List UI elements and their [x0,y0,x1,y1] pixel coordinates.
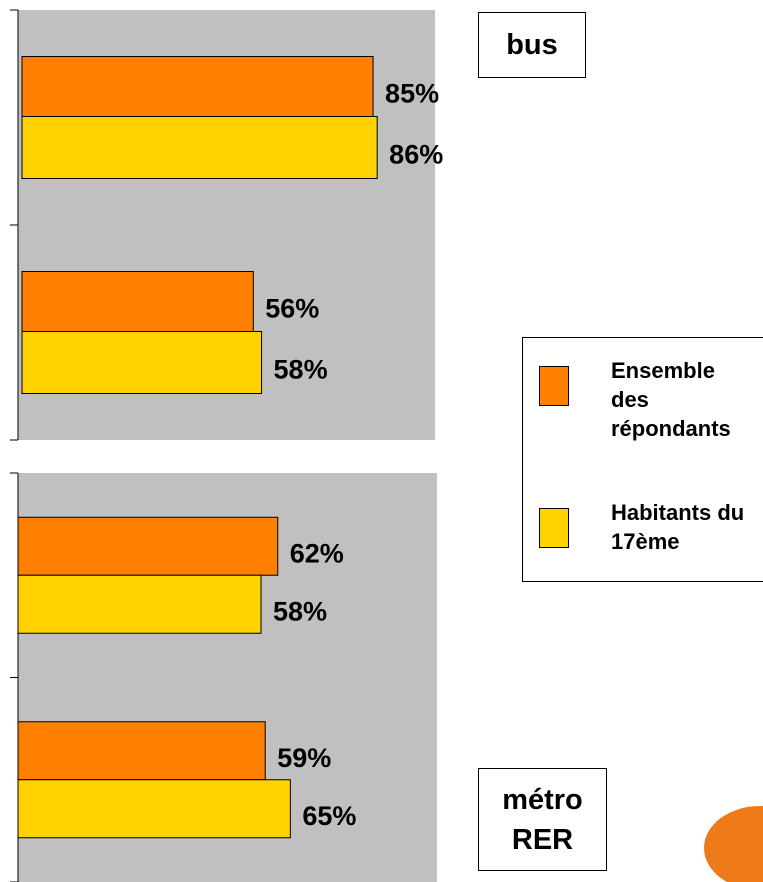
chart-title: métro RER [478,768,607,871]
legend-swatch [539,366,569,406]
decoration [704,806,763,882]
value-label: 65% [302,801,356,831]
value-label: 58% [274,355,328,385]
value-label: 86% [389,140,443,170]
bar [17,779,291,839]
value-label: 62% [290,538,344,568]
value-label: 59% [277,743,331,773]
value-label: 58% [273,596,327,626]
chart-title: bus [478,12,586,78]
bar [21,331,263,394]
bar [17,516,279,576]
value-label: 85% [385,79,439,109]
legend: Ensemble des répondants Habitants du 17èm… [522,337,763,582]
bar [21,271,254,332]
bar [21,116,378,179]
bar [17,721,266,781]
value-label: 56% [265,294,319,324]
bar [17,574,262,634]
legend-swatch [539,508,569,548]
legend-item: Habitants du 17ème [539,498,746,556]
legend-label: Habitants du 17ème [611,500,745,554]
legend-label: Ensemble des répondants [611,358,731,441]
bar [21,56,374,117]
legend-item: Ensemble des répondants [539,356,746,443]
